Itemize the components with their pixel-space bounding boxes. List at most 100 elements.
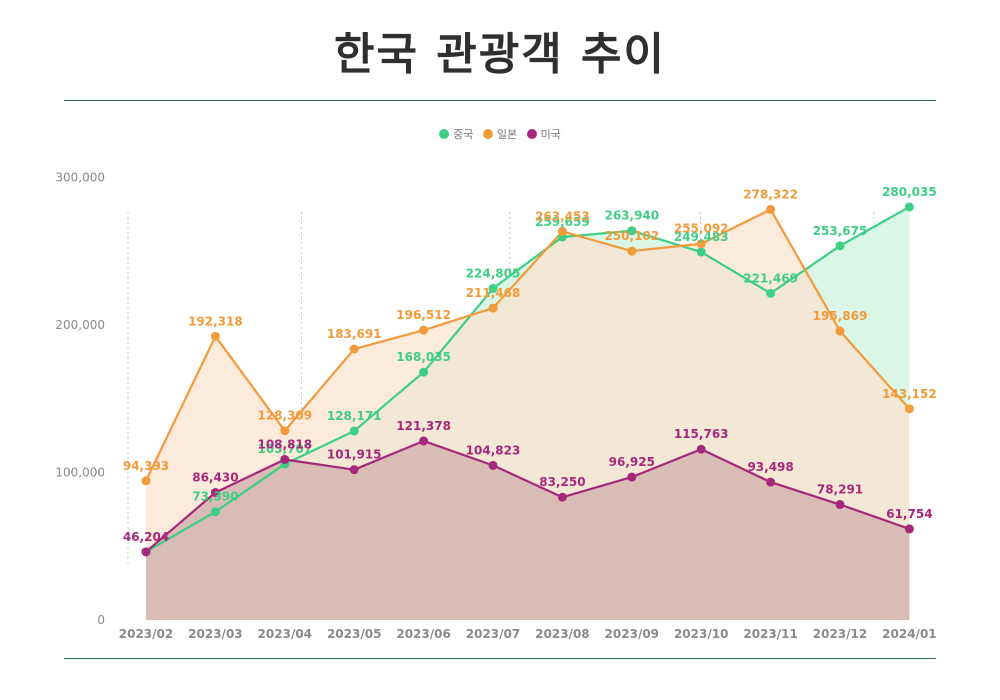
- legend-label-china: 중국: [453, 128, 474, 141]
- point-china: [627, 226, 637, 236]
- point-usa: [280, 454, 290, 464]
- data-label-china: 263,940: [604, 209, 659, 223]
- data-label-china: 253,675: [813, 224, 868, 238]
- data-label-japan: 263,453: [535, 209, 590, 223]
- x-tick-label: 2023/06: [396, 627, 450, 641]
- data-label-china: 224,805: [466, 266, 521, 280]
- legend-item-japan[interactable]: 일본: [482, 126, 518, 142]
- data-label-usa: 83,250: [539, 475, 585, 489]
- point-usa: [696, 444, 706, 454]
- line-japan: [145, 208, 911, 482]
- chart-title: 한국 관광객 추이: [334, 29, 666, 80]
- top-divider: [64, 100, 936, 101]
- legend-marker-usa: [526, 129, 537, 139]
- point-china: [349, 426, 359, 436]
- data-label-japan: 255,092: [674, 222, 729, 236]
- data-label-japan: 278,322: [743, 187, 798, 201]
- point-japan: [210, 331, 220, 341]
- data-label-china: 280,035: [882, 185, 937, 199]
- point-china: [488, 283, 498, 293]
- data-label-japan: 196,512: [396, 308, 451, 322]
- area-usa: [146, 440, 910, 620]
- point-usa: [210, 488, 220, 498]
- data-label-japan: 183,691: [327, 327, 382, 341]
- data-label-usa: 108,818: [257, 437, 312, 451]
- line-usa: [145, 439, 910, 553]
- y-tick-label: 0: [97, 613, 105, 627]
- point-japan: [696, 239, 706, 249]
- point-china: [696, 247, 706, 257]
- point-china: [419, 367, 429, 377]
- y-tick-label: 300,000: [55, 171, 105, 185]
- point-usa: [766, 477, 776, 487]
- point-usa: [835, 500, 845, 510]
- data-label-china: 105,707: [257, 442, 312, 456]
- legend-marker-china: [439, 129, 450, 139]
- data-label-china: 128,171: [327, 409, 382, 423]
- point-china: [904, 202, 914, 212]
- legend-item-china[interactable]: 중국: [439, 126, 473, 142]
- data-label-japan: 94,393: [123, 459, 169, 473]
- data-label-usa: 115,763: [674, 427, 729, 441]
- bottom-divider: [64, 658, 936, 659]
- point-japan: [280, 426, 290, 436]
- point-usa: [627, 472, 637, 482]
- x-tick-label: 2023/05: [327, 627, 381, 641]
- legend-marker-japan: [482, 129, 493, 139]
- data-label-japan: 192,318: [188, 314, 243, 328]
- x-tick-label: 2023/08: [535, 627, 589, 641]
- x-tick-label: 2023/11: [743, 627, 797, 641]
- data-label-usa: 101,915: [327, 448, 382, 462]
- data-label-usa: 121,378: [396, 419, 451, 433]
- x-tick-label: 2024/01: [882, 627, 936, 641]
- data-label-japan: 128,309: [257, 409, 312, 423]
- x-tick-label: 2023/04: [258, 627, 312, 641]
- data-label-usa: 78,291: [817, 483, 863, 497]
- y-tick-label: 200,000: [55, 318, 105, 332]
- x-tick-label: 2023/10: [674, 627, 728, 641]
- data-label-usa: 46,204: [123, 530, 169, 544]
- point-china: [210, 507, 220, 517]
- data-label-usa: 61,754: [886, 507, 932, 521]
- x-tick-label: 2023/12: [813, 627, 867, 641]
- point-japan: [835, 326, 845, 336]
- point-japan: [766, 204, 776, 214]
- data-label-japan: 250,102: [604, 229, 659, 243]
- y-tick-label: 100,000: [55, 466, 105, 480]
- point-japan: [488, 303, 498, 313]
- legend-item-usa[interactable]: 미국: [526, 126, 561, 142]
- data-label-japan: 143,152: [882, 387, 937, 401]
- x-tick-label: 2023/02: [119, 627, 173, 641]
- x-tick-label: 2023/03: [188, 627, 242, 641]
- data-label-japan: 195,869: [813, 309, 868, 323]
- point-usa: [141, 547, 151, 557]
- point-japan: [141, 476, 151, 486]
- data-label-usa: 104,823: [466, 443, 521, 457]
- point-japan: [627, 246, 637, 256]
- legend-label-usa: 미국: [540, 128, 561, 141]
- point-japan: [349, 344, 359, 354]
- data-label-china: 221,469: [743, 271, 798, 285]
- legend: 중국 일본 미국: [0, 126, 1000, 142]
- data-label-china: 259,659: [535, 215, 590, 229]
- point-usa: [419, 436, 429, 446]
- data-label-china: 73,390: [192, 490, 238, 504]
- legend-label-japan: 일본: [496, 128, 518, 141]
- data-label-usa: 96,925: [609, 455, 655, 469]
- data-label-china: 168,035: [396, 350, 451, 364]
- data-label-usa: 93,498: [747, 460, 793, 474]
- line-china: [145, 205, 910, 553]
- point-usa: [488, 460, 498, 470]
- point-usa: [904, 524, 914, 534]
- data-label-usa: 86,430: [192, 471, 238, 485]
- point-usa: [557, 492, 567, 502]
- point-china: [766, 288, 776, 298]
- point-usa: [349, 465, 359, 475]
- data-label-japan: 211,468: [466, 286, 521, 300]
- point-japan: [557, 226, 567, 236]
- data-label-china: 249,483: [674, 230, 729, 244]
- x-tick-label: 2023/09: [605, 627, 659, 641]
- point-china: [835, 241, 845, 251]
- point-japan: [904, 404, 914, 414]
